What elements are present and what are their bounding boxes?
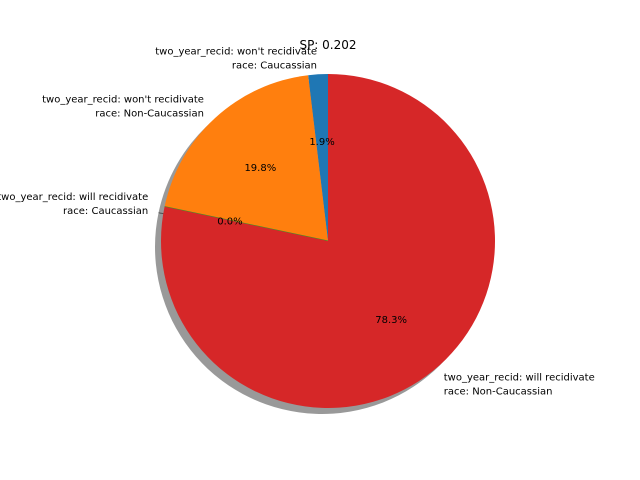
slice-label: race: Caucassian [63,206,148,217]
pie-slices [161,74,496,408]
slice-label: race: Non-Caucassian [95,109,204,120]
pie-slice [308,74,328,241]
slice-label: two_year_recid: won't recidivate [155,47,317,58]
slice-pct-label: 19.8% [244,163,276,174]
pct-labels: 1.9% 19.8% 0.0% 78.3% [217,137,407,326]
pie-slice [164,75,328,242]
chart-title: SP: 0.202 [299,38,356,52]
slice-pct-label: 78.3% [375,315,407,326]
slice-label: two_year_recid: will recidivate [444,373,595,384]
slice-pct-label: 1.9% [309,137,334,148]
slice-label: two_year_recid: will recidivate [0,192,148,203]
slice-labels: two_year_recid: won't recidivate race: Ca… [0,47,595,398]
slice-label: race: Caucassian [232,61,317,72]
slice-label: two_year_recid: won't recidivate [42,95,204,106]
slice-label: race: Non-Caucassian [444,387,553,398]
slice-pct-label: 0.0% [217,216,242,227]
pie-slice [161,74,496,408]
